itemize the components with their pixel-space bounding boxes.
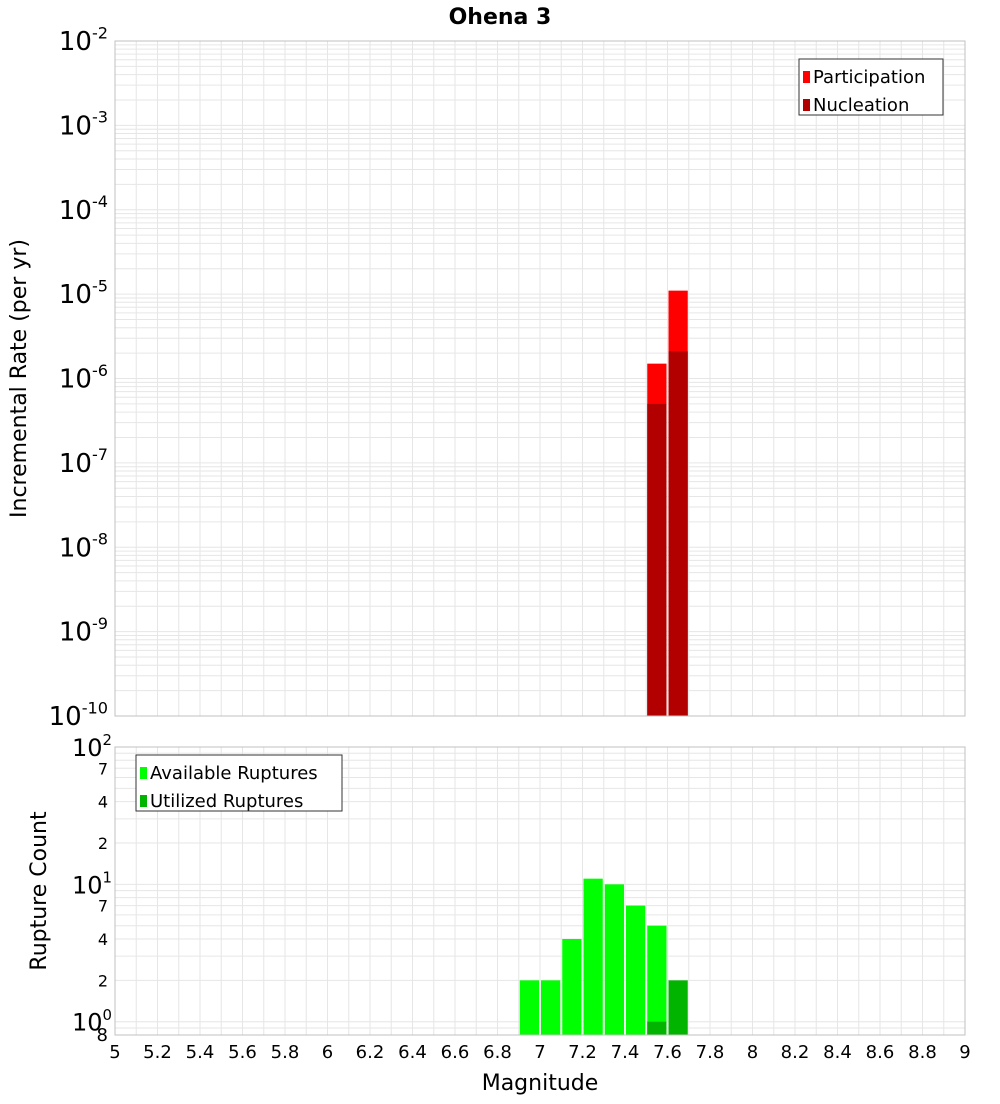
y-tick-label: 10-2 [59,23,108,57]
count-plot-frame [114,746,966,1036]
y-tick-label: 10-7 [59,445,108,479]
count-y-axis-label: Rupture Count [27,811,52,971]
bar [604,884,624,1035]
bar [562,939,582,1035]
x-tick-label: 5.4 [186,1042,215,1063]
legend-swatch [803,71,810,83]
rate-y-axis-label: Incremental Rate (per yr) [7,239,32,518]
rate-panel: 10-2 10-3 10-4 10-5 10-6 10-7 10-8 10-9 10-10 Par… [7,23,966,732]
bar [647,925,667,1035]
y-tick-label: 10-5 [59,276,108,310]
x-tick-label: 7.8 [696,1042,725,1063]
y-minor-tick-label: 7 [98,759,108,778]
x-tick-label: 5 [109,1042,120,1063]
bar [583,878,603,1035]
x-tick-label: 8 [747,1042,758,1063]
y-tick-label: 10-6 [59,361,108,395]
y-minor-tick-label: 4 [98,930,108,949]
bar [626,905,646,1035]
y-bottom-tick-label: 8 [97,1025,108,1046]
x-tick-label: 8.6 [866,1042,895,1063]
legend-label: Utilized Ruptures [150,791,303,812]
bar [647,1021,667,1035]
x-tick-label: 7.4 [611,1042,640,1063]
y-tick-label: 10-10 [49,698,108,732]
y-tick-label: 10-3 [59,108,108,142]
x-tick-label: 7 [534,1042,545,1063]
y-minor-tick-label: 2 [98,834,108,853]
y-tick-label: 10-9 [59,614,108,648]
y-tick-label: 10-8 [59,530,108,564]
x-tick-label: 5.8 [271,1042,300,1063]
bar [668,351,688,716]
x-tick-label: 6.8 [483,1042,512,1063]
x-tick-label: 8.4 [823,1042,852,1063]
x-tick-label: 8.8 [908,1042,937,1063]
x-tick-label: 6 [322,1042,333,1063]
x-tick-label: 9 [959,1042,970,1063]
x-tick-label: 8.2 [781,1042,810,1063]
legend-swatch [140,767,147,779]
x-tick-label: 5.6 [228,1042,257,1063]
y-major-tick-label: 100 [72,1006,112,1037]
x-tick-label: 5.2 [143,1042,172,1063]
x-tick-label: 6.4 [398,1042,427,1063]
x-tick-label: 6.6 [441,1042,470,1063]
y-major-tick-label: 101 [72,869,112,900]
legend-label: Nucleation [813,95,909,116]
chart-title: Ohena 3 [449,5,552,30]
legend-box [798,58,944,116]
x-tick-label: 7.2 [568,1042,597,1063]
legend-box [135,754,343,812]
x-axis-label: Magnitude [482,1071,599,1096]
x-tick-label: 6.2 [356,1042,385,1063]
x-tick-label: 7.6 [653,1042,682,1063]
y-tick-label: 10-4 [59,192,108,226]
bar [541,980,561,1035]
legend-swatch [140,795,147,807]
legend-label: Participation [813,67,925,88]
y-major-tick-label: 102 [72,731,112,762]
y-minor-tick-label: 7 [98,897,108,916]
y-minor-tick-label: 2 [98,971,108,990]
y-minor-tick-label: 4 [98,793,108,812]
bar [519,980,539,1035]
legend-swatch [803,99,810,111]
bar [668,980,688,1035]
legend-label: Available Ruptures [150,763,318,784]
rate-plot-frame [114,40,966,717]
bar [647,403,667,716]
